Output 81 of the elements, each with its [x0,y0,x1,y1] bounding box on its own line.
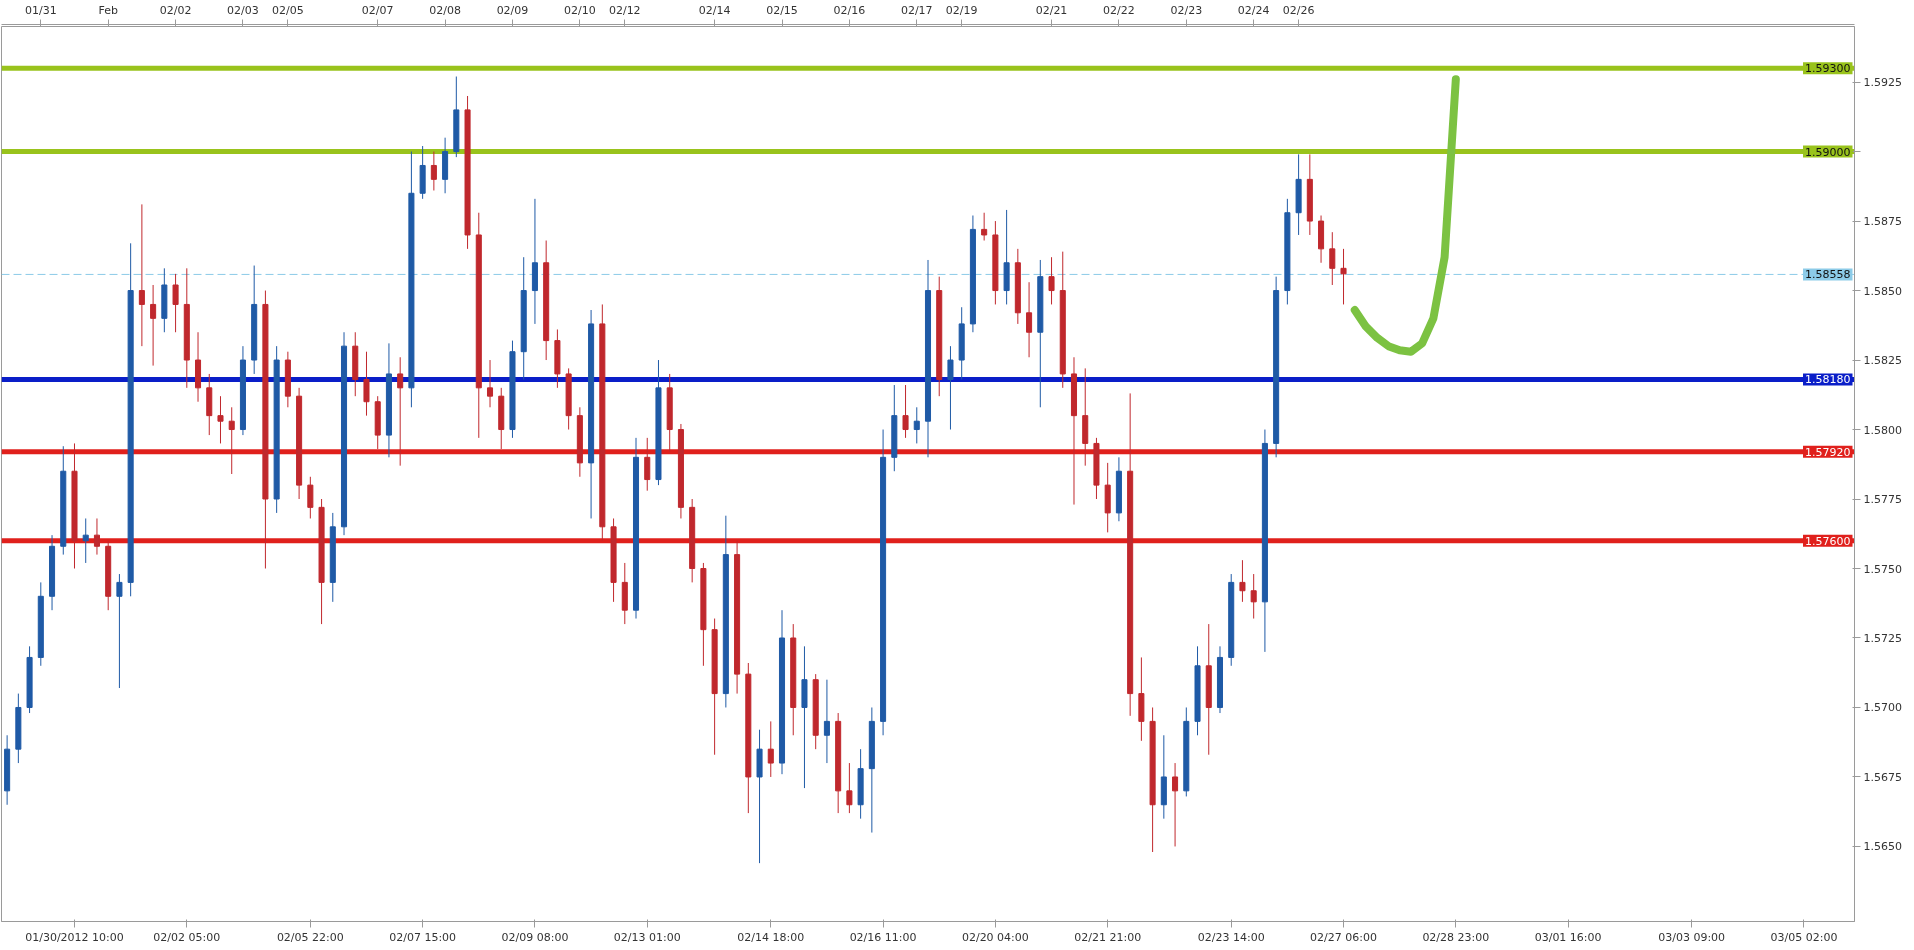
y-tick-label: 1.5925 [1863,76,1902,90]
x-tick-label: 02/20 04:00 [961,930,1029,944]
category-label: 02/07 [361,3,394,17]
candlestick [93,517,100,556]
x-tick-label: 03/05 02:00 [1770,930,1838,944]
candlestick [947,345,954,431]
ref-line-label: 1.59000 [1805,145,1851,159]
candlestick [397,356,404,467]
x-tick-label: 03/01 16:00 [1534,930,1602,944]
ref-line-label: 1.59300 [1805,62,1851,76]
category-label: 02/22 [1103,3,1135,17]
category-label: 02/12 [608,3,641,17]
category-label: 02/24 [1237,3,1270,17]
category-label: 02/19 [945,3,978,17]
candlestick [1048,256,1055,305]
candlestick [1329,231,1336,286]
candlestick [902,384,909,439]
x-tick-label: 02/14 18:00 [737,930,805,944]
x-tick-label: 02/09 08:00 [501,930,569,944]
ref-line-label: 1.57600 [1805,534,1851,548]
y-tick-label: 1.5750 [1863,562,1902,576]
y-tick-label: 1.5800 [1863,423,1902,437]
x-tick-label: 02/13 01:00 [613,930,681,944]
candlestick [363,351,370,417]
y-tick-label: 1.5650 [1863,840,1902,854]
candlestick [228,406,235,475]
category-label: 02/03 [227,3,259,17]
y-tick-label: 1.5725 [1863,631,1902,645]
y-tick-label: 1.5775 [1863,493,1902,507]
candlestick [1250,573,1257,620]
candlestick [307,476,314,519]
y-tick-label: 1.5850 [1863,284,1902,298]
candlestick [767,720,774,778]
y-tick-label: 1.5875 [1863,215,1902,229]
ref-line-label: 1.57920 [1805,445,1851,459]
category-label: 02/05 [272,3,304,17]
candlestick [1026,281,1033,358]
candlestick [846,762,853,814]
candlestick [217,395,224,444]
category-label: 02/08 [429,3,461,17]
x-tick-label: 01/30/2012 10:00 [25,930,124,944]
category-label: 02/15 [766,3,798,17]
category-label: 02/23 [1170,3,1203,17]
y-tick-label: 1.5825 [1863,354,1902,368]
x-tick-label: 02/23 14:00 [1197,930,1265,944]
category-label: 02/17 [900,3,933,17]
candlestick [1340,248,1347,305]
candlestick [82,517,89,564]
ref-line-label: 1.58558 [1805,268,1851,282]
category-label: 02/21 [1035,3,1068,17]
category-label: 02/02 [159,3,192,17]
x-tick-label: 02/16 11:00 [849,930,917,944]
ref-line-label: 1.58180 [1805,373,1851,387]
category-label: 02/14 [698,3,731,17]
candlestick [981,212,988,242]
candlestick [1239,559,1246,603]
candlestick [1172,762,1179,847]
category-label: 02/10 [564,3,596,17]
candlestick [172,273,179,333]
candlestick [138,203,145,347]
x-tick-label: 02/02 05:00 [153,930,221,944]
candlestick [116,573,123,689]
x-tick-label: 02/28 23:00 [1422,930,1490,944]
x-tick-label: 02/21 21:00 [1074,930,1142,944]
y-tick-label: 1.5675 [1863,770,1902,784]
category-label: Feb [98,3,118,17]
category-label: 01/31 [24,3,57,17]
x-tick-label: 03/03 09:00 [1658,930,1726,944]
x-tick-label: 02/27 06:00 [1310,930,1377,944]
y-tick-label: 1.5700 [1863,701,1902,715]
candlestick [486,359,494,408]
candlestick [150,284,157,367]
x-tick-label: 02/07 15:00 [389,930,457,944]
candlestick [913,406,920,444]
category-label: 02/26 [1282,3,1315,17]
category-label: 02/16 [833,3,866,17]
x-tick-label: 02/05 22:00 [276,930,344,944]
candlestick [430,151,437,191]
candlestick [823,679,830,764]
category-label: 02/09 [496,3,529,17]
candlestick [644,437,651,492]
